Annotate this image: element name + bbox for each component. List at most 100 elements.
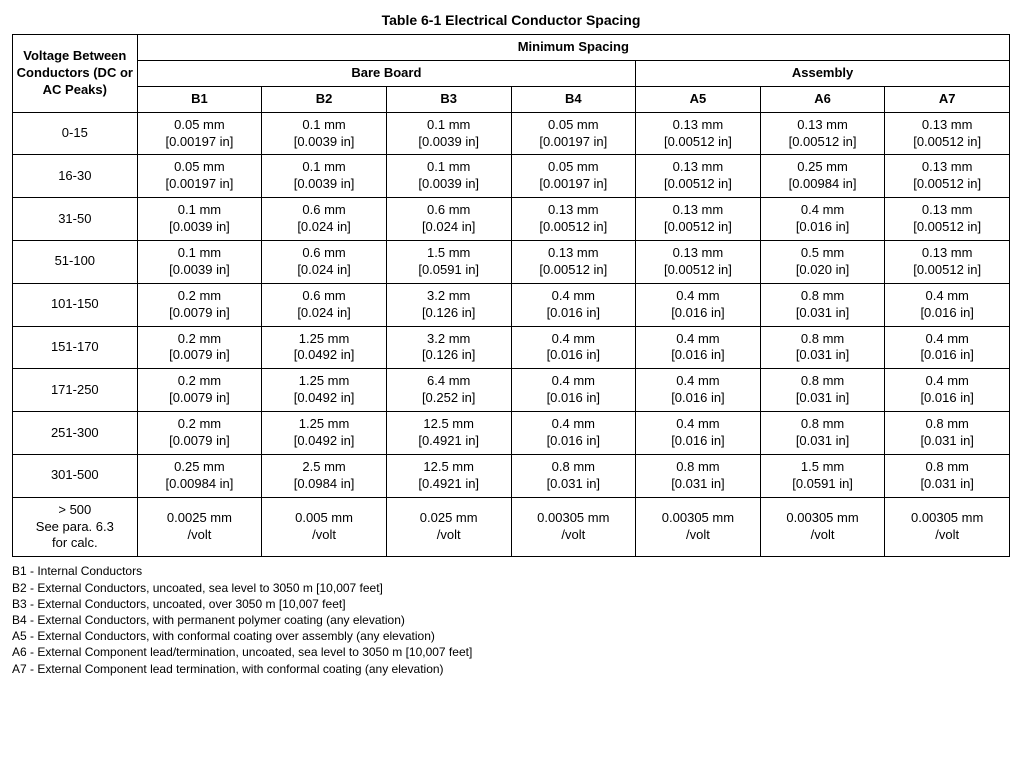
spacing-line: [0.00512 in] [763,134,883,151]
spacing-line: [0.4921 in] [389,433,509,450]
spacing-line: [0.00512 in] [887,262,1007,279]
spacing-line: [0.031 in] [763,390,883,407]
spacing-line: 0.13 mm [638,117,758,134]
spacing-line: [0.016 in] [514,390,634,407]
voltage-line: 51-100 [15,253,135,270]
spacing-line: 0.25 mm [763,159,883,176]
spacing-cell: 2.5 mm[0.0984 in] [262,454,387,497]
spacing-line: 0.05 mm [514,159,634,176]
spacing-line: 2.5 mm [264,459,384,476]
spacing-line: 0.13 mm [887,117,1007,134]
spacing-cell: 3.2 mm[0.126 in] [386,326,511,369]
spacing-line: /volt [389,527,509,544]
voltage-line: 151-170 [15,339,135,356]
spacing-line: [0.0079 in] [140,390,260,407]
table-row: 251-3000.2 mm[0.0079 in]1.25 mm[0.0492 i… [13,412,1010,455]
voltage-line: See para. 6.3 [15,519,135,536]
spacing-line: [0.016 in] [887,305,1007,322]
spacing-cell: 0.4 mm[0.016 in] [511,326,636,369]
table-row: 51-1000.1 mm[0.0039 in]0.6 mm[0.024 in]1… [13,241,1010,284]
spacing-line: [0.00512 in] [638,219,758,236]
spacing-line: /volt [763,527,883,544]
spacing-cell: 0.2 mm[0.0079 in] [137,369,262,412]
spacing-line: [0.016 in] [638,347,758,364]
spacing-line: [0.031 in] [763,433,883,450]
spacing-cell: 0.13 mm[0.00512 in] [636,112,761,155]
spacing-line: 0.05 mm [140,117,260,134]
spacing-line: 0.4 mm [638,331,758,348]
spacing-cell: 12.5 mm[0.4921 in] [386,454,511,497]
spacing-line: 1.25 mm [264,373,384,390]
spacing-line: 0.4 mm [887,373,1007,390]
spacing-cell: 1.5 mm[0.0591 in] [386,241,511,284]
spacing-cell: 6.4 mm[0.252 in] [386,369,511,412]
spacing-cell: 0.8 mm[0.031 in] [760,369,885,412]
spacing-cell: 0.4 mm[0.016 in] [636,283,761,326]
spacing-line: 6.4 mm [389,373,509,390]
spacing-cell: 0.1 mm[0.0039 in] [262,155,387,198]
spacing-cell: 0.8 mm[0.031 in] [760,412,885,455]
spacing-cell: 0.25 mm[0.00984 in] [137,454,262,497]
spacing-line: 1.5 mm [389,245,509,262]
spacing-line: 0.0025 mm [140,510,260,527]
table-row: 301-5000.25 mm[0.00984 in]2.5 mm[0.0984 … [13,454,1010,497]
spacing-cell: 0.8 mm[0.031 in] [760,326,885,369]
spacing-cell: 0.4 mm[0.016 in] [636,412,761,455]
header-col-b2: B2 [262,86,387,112]
spacing-cell: 0.2 mm[0.0079 in] [137,412,262,455]
spacing-line: [0.031 in] [638,476,758,493]
spacing-line: [0.00512 in] [887,134,1007,151]
spacing-line: 3.2 mm [389,331,509,348]
spacing-line: 0.1 mm [264,117,384,134]
spacing-cell: 0.13 mm[0.00512 in] [511,198,636,241]
footnote-line: B4 - External Conductors, with permanent… [12,612,1010,628]
spacing-cell: 0.13 mm[0.00512 in] [636,198,761,241]
spacing-cell: 0.8 mm[0.031 in] [511,454,636,497]
spacing-line: /volt [264,527,384,544]
spacing-line: 0.00305 mm [638,510,758,527]
voltage-cell: 171-250 [13,369,138,412]
spacing-line: 0.4 mm [763,202,883,219]
spacing-line: 1.5 mm [763,459,883,476]
spacing-line: [0.4921 in] [389,476,509,493]
spacing-cell: 0.05 mm[0.00197 in] [511,112,636,155]
voltage-cell: 251-300 [13,412,138,455]
voltage-cell: > 500See para. 6.3for calc. [13,497,138,557]
header-col-b4: B4 [511,86,636,112]
spacing-line: 3.2 mm [389,288,509,305]
spacing-line: [0.0591 in] [763,476,883,493]
spacing-line: 0.4 mm [514,373,634,390]
spacing-line: 0.05 mm [140,159,260,176]
spacing-cell: 0.13 mm[0.00512 in] [760,112,885,155]
spacing-cell: 0.1 mm[0.0039 in] [386,155,511,198]
table-row: 16-300.05 mm[0.00197 in]0.1 mm[0.0039 in… [13,155,1010,198]
voltage-line: 251-300 [15,425,135,442]
spacing-line: [0.00512 in] [638,262,758,279]
spacing-line: [0.016 in] [638,305,758,322]
spacing-line: [0.00197 in] [140,176,260,193]
spacing-cell: 0.6 mm[0.024 in] [262,283,387,326]
spacing-line: 12.5 mm [389,416,509,433]
spacing-line: [0.126 in] [389,347,509,364]
spacing-cell: 0.1 mm[0.0039 in] [137,198,262,241]
spacing-line: [0.00512 in] [887,176,1007,193]
spacing-line: [0.020 in] [763,262,883,279]
table-body: 0-150.05 mm[0.00197 in]0.1 mm[0.0039 in]… [13,112,1010,557]
spacing-line: [0.0039 in] [389,134,509,151]
spacing-cell: 12.5 mm[0.4921 in] [386,412,511,455]
spacing-line: 0.4 mm [514,416,634,433]
spacing-cell: 0.4 mm[0.016 in] [636,326,761,369]
header-col-a5: A5 [636,86,761,112]
spacing-line: [0.031 in] [887,433,1007,450]
spacing-cell: 1.25 mm[0.0492 in] [262,369,387,412]
voltage-line: > 500 [15,502,135,519]
voltage-line: 0-15 [15,125,135,142]
spacing-line: 0.2 mm [140,416,260,433]
spacing-line: [0.024 in] [389,219,509,236]
spacing-line: [0.00984 in] [140,476,260,493]
spacing-line: 1.25 mm [264,416,384,433]
spacing-cell: 0.13 mm[0.00512 in] [885,112,1010,155]
spacing-cell: 0.4 mm[0.016 in] [511,369,636,412]
spacing-cell: 0.5 mm[0.020 in] [760,241,885,284]
spacing-cell: 0.8 mm[0.031 in] [885,454,1010,497]
